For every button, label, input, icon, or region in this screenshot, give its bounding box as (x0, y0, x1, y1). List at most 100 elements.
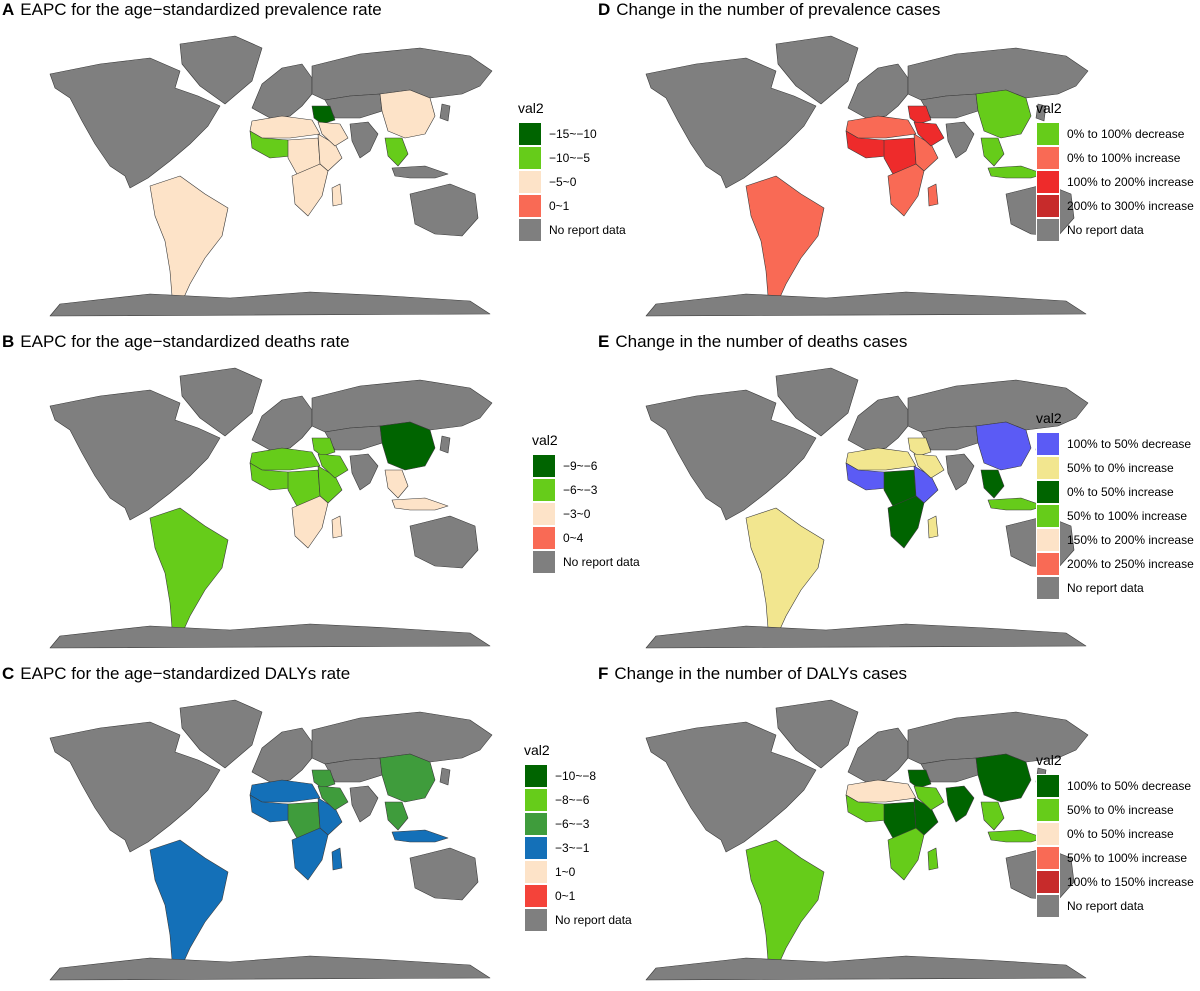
legend-item: No report data (518, 218, 626, 242)
legend-item: 50% to 0% increase (1036, 798, 1194, 822)
region-china (379, 89, 436, 139)
world-map (645, 367, 1089, 649)
region-indonesia (391, 829, 449, 843)
region-japan (439, 435, 451, 454)
legend-label: 200% to 250% increase (1067, 557, 1194, 571)
legend-swatch (518, 146, 542, 170)
legend-swatch (532, 454, 556, 478)
region-north-africa (845, 779, 917, 803)
region-indonesia (987, 829, 1045, 843)
region-north-america (49, 389, 221, 521)
legend-swatch (1036, 480, 1060, 504)
legend-label: −10~−8 (555, 769, 597, 783)
region-greenland (775, 699, 859, 769)
region-north-africa (845, 115, 917, 139)
legend-swatch (532, 550, 556, 574)
panel-title-text: EAPC for the age−standardized deaths rat… (20, 332, 350, 351)
legend-item: −15~−10 (518, 122, 626, 146)
legend-label: 0% to 100% decrease (1067, 127, 1185, 141)
region-middle-east (311, 105, 336, 125)
region-north-africa (249, 115, 321, 139)
legend-label: −8~−6 (555, 793, 590, 807)
region-arabia (317, 785, 349, 811)
region-southern-africa (291, 827, 329, 881)
region-south-america (745, 839, 825, 971)
legend-label: 100% to 50% decrease (1067, 779, 1192, 793)
legend-item: 0~4 (532, 526, 640, 550)
legend-label: −9~−6 (563, 459, 598, 473)
panel-title-text: EAPC for the age−standardized DALYs rate (20, 664, 351, 683)
region-antarctica (645, 291, 1087, 317)
region-southern-africa (887, 163, 925, 217)
panel-b: B EAPC for the age−standardized deaths ra… (2, 332, 640, 659)
region-australia (409, 847, 479, 901)
region-australia (409, 183, 479, 237)
panel-title: D Change in the number of prevalence case… (598, 0, 940, 20)
legend: val2 −15~−10 −10~−5 −5~0 0~1 No report data (518, 100, 626, 242)
panel-title: E Change in the number of deaths cases (598, 332, 907, 352)
region-middle-east (311, 769, 336, 789)
legend-label: 50% to 0% increase (1067, 803, 1174, 817)
region-south-america (745, 507, 825, 639)
panel-letter: D (598, 0, 611, 19)
region-china (975, 753, 1032, 803)
legend-item: −3~0 (532, 502, 640, 526)
region-north-africa (249, 779, 321, 803)
legend-label: 50% to 0% increase (1067, 461, 1174, 475)
world-map (645, 35, 1089, 317)
legend-swatch (524, 788, 548, 812)
region-north-america (645, 389, 817, 521)
region-southeast-asia (980, 801, 1005, 831)
legend-item: 100% to 50% decrease (1036, 774, 1194, 798)
panel-letter: A (2, 0, 15, 19)
legend-swatch (524, 836, 548, 860)
panel-letter: F (598, 664, 609, 683)
legend-swatch (1036, 528, 1060, 552)
legend-label: 50% to 100% increase (1067, 851, 1188, 865)
legend-item: 150% to 200% increase (1036, 528, 1194, 552)
legend-label: 0% to 100% increase (1067, 151, 1181, 165)
legend-swatch (1036, 194, 1060, 218)
legend-swatch (518, 170, 542, 194)
panel-title: C EAPC for the age−standardized DALYs rat… (2, 664, 350, 684)
legend-item: No report data (524, 908, 632, 932)
region-europe (847, 727, 909, 783)
legend-swatch (1036, 822, 1060, 846)
region-north-africa (249, 447, 321, 471)
legend-item: No report data (1036, 576, 1194, 600)
region-middle-east (907, 437, 932, 457)
panel-title: B EAPC for the age−standardized deaths ra… (2, 332, 350, 352)
region-india (349, 453, 379, 491)
legend-label: −3~−1 (555, 841, 590, 855)
legend-label: −6~−3 (555, 817, 590, 831)
region-indonesia (391, 497, 449, 511)
legend-item: 100% to 200% increase (1036, 170, 1194, 194)
region-arabia (317, 121, 349, 147)
region-china (379, 421, 436, 471)
panel-d: D Change in the number of prevalence case… (598, 0, 1198, 327)
legend-items: 0% to 100% decrease 0% to 100% increase 10… (1036, 122, 1194, 242)
panel-letter: C (2, 664, 15, 683)
legend-label: −6~−3 (563, 483, 598, 497)
legend-swatch (518, 218, 542, 242)
legend-title: val2 (518, 100, 544, 116)
region-middle-east (907, 769, 932, 789)
region-greenland (179, 367, 263, 437)
legend-swatch (1036, 170, 1060, 194)
world-map (49, 699, 493, 981)
world-map (49, 367, 493, 649)
legend-items: −10~−8 −8~−6 −6~−3 −3~−1 1~0 0~1 No report dat… (524, 764, 632, 932)
region-madagascar (331, 847, 343, 871)
legend-label: 50% to 100% increase (1067, 509, 1188, 523)
panel-title-text: EAPC for the age−standardized prevalence… (20, 0, 382, 19)
region-madagascar (927, 847, 939, 871)
region-europe (847, 63, 909, 119)
legend-label: 100% to 50% decrease (1067, 437, 1192, 451)
panel-c: C EAPC for the age−standardized DALYs rat… (2, 664, 632, 991)
panel-e: E Change in the number of deaths cases va… (598, 332, 1198, 659)
legend-swatch (532, 478, 556, 502)
legend-item: 0% to 50% increase (1036, 822, 1194, 846)
region-south-america (745, 175, 825, 307)
panel-title-text: Change in the number of deaths cases (615, 332, 908, 351)
legend-items: 100% to 50% decrease 50% to 0% increase 0%… (1036, 774, 1194, 918)
